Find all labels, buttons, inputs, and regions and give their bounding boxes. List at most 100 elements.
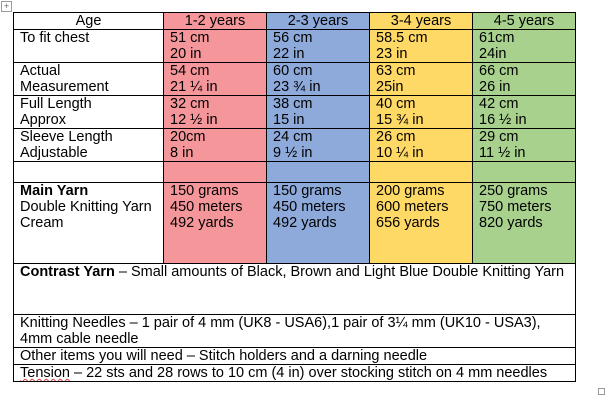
knitting-pattern-table: Age 1-2 years 2-3 years 3-4 years 4-5 ye…: [13, 12, 576, 382]
value-cell: 60 cm 23 ¾ in: [266, 62, 370, 96]
row-label: Actual Measurement: [13, 62, 164, 96]
yarn-yards: 492 yards: [170, 215, 234, 231]
label-line: Sleeve Length: [20, 129, 113, 146]
value-cell: 42 cm 16 ½ in: [472, 95, 576, 129]
yarn-grams: 150 grams: [273, 183, 342, 200]
value-in: 22 in: [273, 46, 305, 62]
tension-cell: Tension – 22 sts and 28 rows to 10 cm (4…: [13, 364, 576, 382]
value-cm: 66 cm: [479, 63, 519, 80]
value-in: 8 in: [170, 145, 194, 161]
value-in: 25in: [376, 79, 404, 95]
blank-cell: [369, 161, 473, 183]
value-cm: 42 cm: [479, 96, 519, 113]
other-items-cell: Other items you will need – Stitch holde…: [13, 347, 576, 365]
value-cell: 26 cm 10 ¼ in: [369, 128, 473, 162]
value-in: 23 in: [376, 46, 408, 62]
yarn-meters: 600 meters: [376, 199, 449, 215]
other-items-row: Other items you will need – Stitch holde…: [13, 347, 576, 365]
main-yarn-row: Main Yarn Double Knitting Yarn Cream 150…: [13, 182, 576, 264]
value-cell: 56 cm 22 in: [266, 29, 370, 63]
size-header-1: 1-2 years: [163, 12, 267, 30]
value-cm: 56 cm: [273, 30, 313, 47]
value-cm: 63 cm: [376, 63, 416, 80]
row-label: Main Yarn Double Knitting Yarn Cream: [13, 182, 164, 264]
chest-row: To fit chest 51 cm 20 in 56 cm 22 in 58.…: [13, 29, 576, 63]
blank-cell: [13, 161, 164, 183]
tension-word: Tension: [20, 365, 70, 381]
value-cm: 40 cm: [376, 96, 416, 113]
value-cm: 54 cm: [170, 63, 210, 80]
blank-cell: [163, 161, 267, 183]
value-cm: 51 cm: [170, 30, 210, 47]
value-in: 26 in: [479, 79, 511, 95]
contrast-yarn-text: – Small amounts of Black, Brown and Ligh…: [114, 264, 565, 281]
knitting-needles-row: Knitting Needles – 1 pair of 4 mm (UK8 -…: [13, 314, 576, 348]
value-cm: 38 cm: [273, 96, 313, 113]
label-line: To fit chest: [20, 30, 90, 47]
value-in: 21 ¼ in: [170, 79, 218, 95]
value-cell: 66 cm 26 in: [472, 62, 576, 96]
value-in: 11 ½ in: [479, 145, 526, 161]
contrast-yarn-row: Contrast Yarn – Small amounts of Black, …: [13, 263, 576, 315]
spacer-row: [13, 161, 576, 183]
value-in: 20 in: [170, 46, 202, 62]
actual-measurement-row: Actual Measurement 54 cm 21 ¼ in 60 cm 2…: [13, 62, 576, 96]
value-in: 16 ½ in: [479, 112, 527, 128]
value-in: 15 ¾ in: [376, 112, 424, 128]
value-cell: 20cm 8 in: [163, 128, 267, 162]
yarn-yards: 492 yards: [273, 215, 337, 231]
size-header-4: 4-5 years: [472, 12, 576, 30]
yarn-meters: 450 meters: [170, 199, 243, 215]
age-header: Age: [13, 12, 164, 30]
size-header-2: 2-3 years: [266, 12, 370, 30]
tension-text: – 22 sts and 28 rows to 10 cm (4 in) ove…: [69, 365, 548, 381]
value-cm: 61cm: [479, 30, 515, 47]
yarn-amount-cell: 200 grams 600 meters 656 yards: [369, 182, 473, 264]
value-cell: 61cm 24in: [472, 29, 576, 63]
blank-cell: [266, 161, 370, 183]
tension-row: Tension – 22 sts and 28 rows to 10 cm (4…: [13, 364, 576, 382]
label-line: Full Length: [20, 96, 92, 113]
value-cell: 54 cm 21 ¼ in: [163, 62, 267, 96]
value-cm: 58.5 cm: [376, 30, 428, 47]
sleeve-length-row: Sleeve Length Adjustable 20cm 8 in 24 cm…: [13, 128, 576, 162]
value-cm: 32 cm: [170, 96, 210, 113]
blank-cell: [472, 161, 576, 183]
label-line: Approx: [20, 112, 66, 128]
yarn-meters: 450 meters: [273, 199, 346, 215]
yarn-amount-cell: 150 grams 450 meters 492 yards: [266, 182, 370, 264]
yarn-amount-cell: 150 grams 450 meters 492 yards: [163, 182, 267, 264]
yarn-grams: 250 grams: [479, 183, 548, 200]
full-length-row: Full Length Approx 32 cm 12 ½ in 38 cm 1…: [13, 95, 576, 129]
label-line: Adjustable: [20, 145, 88, 161]
value-cm: 60 cm: [273, 63, 313, 80]
value-cell: 58.5 cm 23 in: [369, 29, 473, 63]
yarn-yards: 656 yards: [376, 215, 440, 231]
value-cell: 40 cm 15 ¾ in: [369, 95, 473, 129]
value-cell: 29 cm 11 ½ in: [472, 128, 576, 162]
size-header-3: 3-4 years: [369, 12, 473, 30]
value-cm: 24 cm: [273, 129, 313, 146]
value-in: 24in: [479, 46, 507, 62]
value-cell: 51 cm 20 in: [163, 29, 267, 63]
yarn-yards: 820 yards: [479, 215, 543, 231]
value-in: 12 ½ in: [170, 112, 218, 128]
value-in: 10 ¼ in: [376, 145, 424, 161]
value-cell: 38 cm 15 in: [266, 95, 370, 129]
label-line: Cream: [20, 215, 64, 231]
value-in: 9 ½ in: [273, 145, 313, 161]
contrast-yarn-cell: Contrast Yarn – Small amounts of Black, …: [13, 263, 576, 315]
value-cm: 26 cm: [376, 129, 416, 146]
yarn-grams: 150 grams: [170, 183, 239, 200]
table-resize-handle[interactable]: [598, 388, 605, 395]
knitting-needles-cell: Knitting Needles – 1 pair of 4 mm (UK8 -…: [13, 314, 576, 348]
yarn-grams: 200 grams: [376, 183, 445, 200]
yarn-meters: 750 meters: [479, 199, 552, 215]
table-move-handle[interactable]: +: [1, 1, 12, 12]
row-label: Full Length Approx: [13, 95, 164, 129]
value-cm: 20cm: [170, 129, 206, 146]
value-in: 23 ¾ in: [273, 79, 321, 95]
row-label: Sleeve Length Adjustable: [13, 128, 164, 162]
value-cell: 24 cm 9 ½ in: [266, 128, 370, 162]
yarn-amount-cell: 250 grams 750 meters 820 yards: [472, 182, 576, 264]
